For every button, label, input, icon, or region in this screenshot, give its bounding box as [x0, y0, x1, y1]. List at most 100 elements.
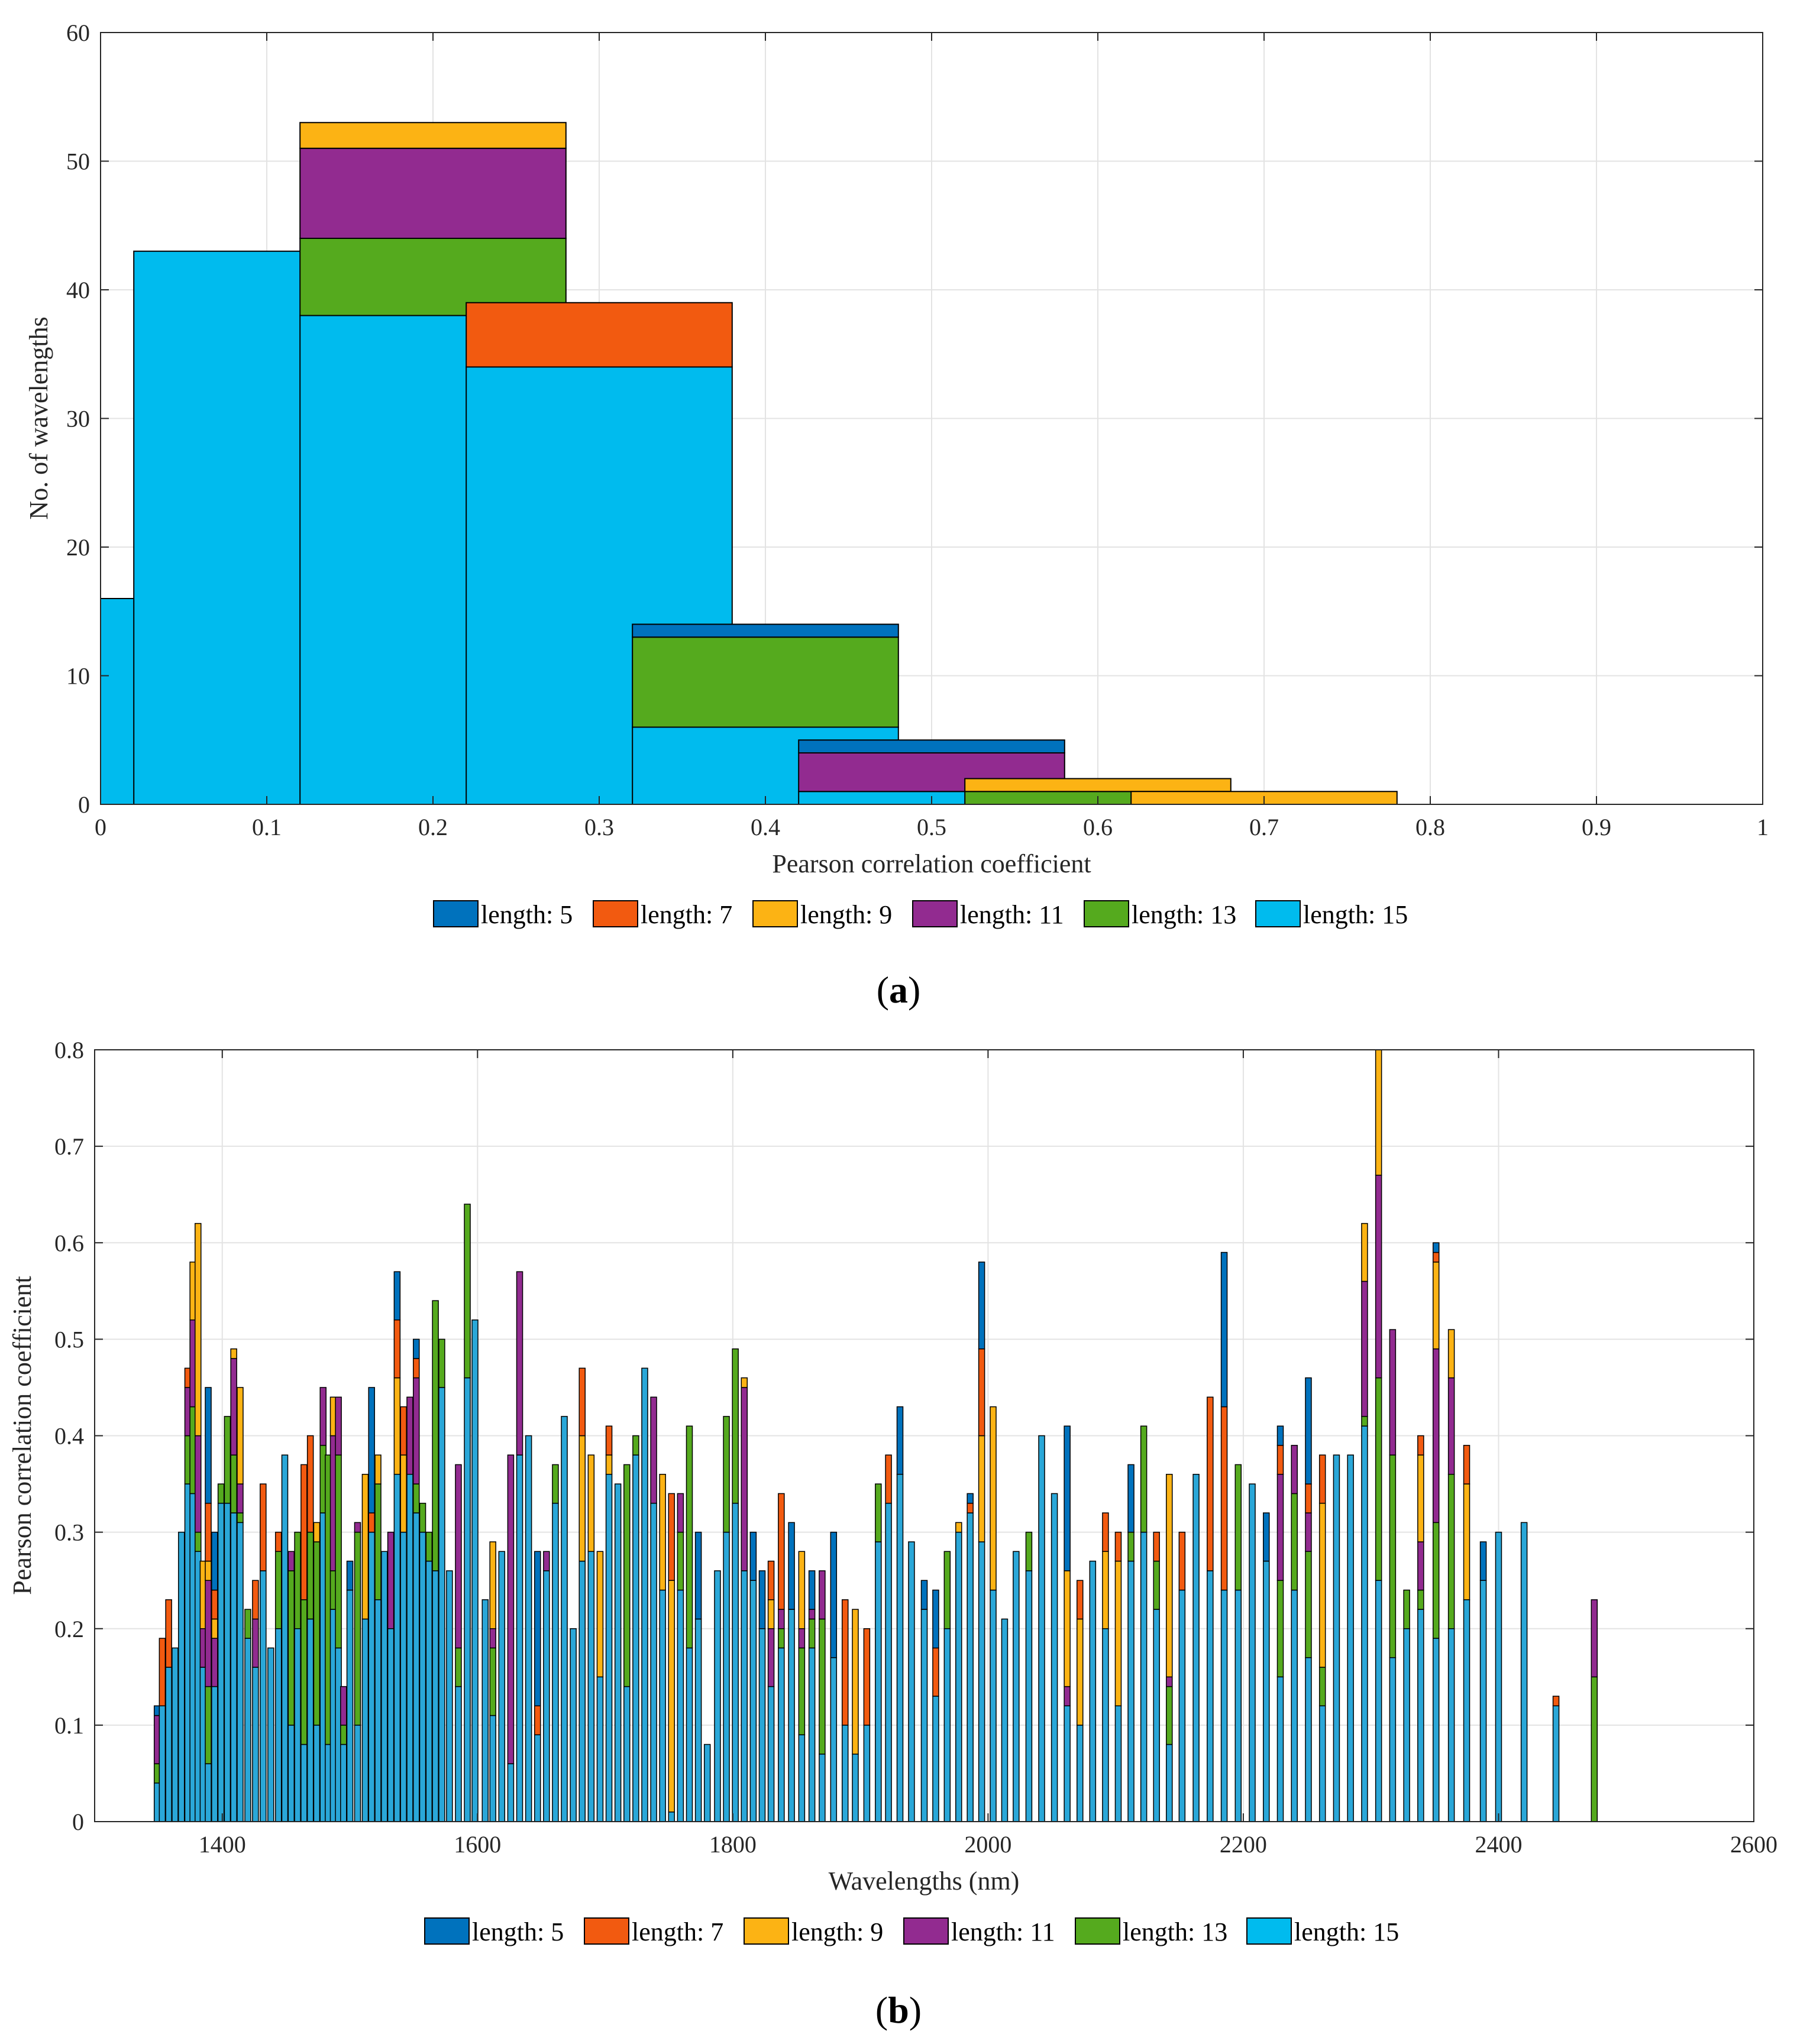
panel-b-bar-length-15 — [955, 1531, 962, 1822]
panel-b-bar-length-9 — [1463, 1483, 1470, 1600]
legend-label-length-9: length: 9 — [791, 1917, 883, 1946]
panel-b-bar-length-15 — [516, 1454, 523, 1822]
panel-b-bar-length-13 — [686, 1425, 693, 1649]
panel-a-bar-length-7 — [466, 302, 733, 368]
panel-b-bar-length-15 — [165, 1667, 172, 1822]
legend-swatch-length-5 — [424, 1917, 470, 1945]
panel-b-bar-length-5 — [830, 1531, 838, 1658]
panel-b-bar-length-15 — [798, 1734, 806, 1822]
panel-b-bar-length-7 — [1114, 1531, 1122, 1562]
panel-a-ticks: 0 0.1 0.2 0.3 0.4 0.5 0.6 0.7 0.8 0.9 101020304050… — [66, 20, 1769, 840]
panel-b-bar-length-15 — [1001, 1618, 1009, 1822]
panel-b-bar-length-13 — [300, 1599, 308, 1745]
panel-b-bar-length-7 — [767, 1560, 775, 1600]
panel-b-bar-length-15 — [1102, 1628, 1109, 1822]
panel-b-bar-length-13 — [623, 1464, 631, 1687]
panel-a-xtick-label: 0.4 — [751, 814, 780, 840]
legend-swatch-length-13 — [1075, 1917, 1120, 1945]
legend-swatch-length-15 — [1255, 900, 1301, 927]
panel-b-bar-length-15 — [863, 1725, 871, 1822]
panel-b-bar-length-15 — [830, 1657, 838, 1822]
legend-swatch-length-11 — [903, 1917, 949, 1945]
panel-b-bar-length-5 — [1305, 1377, 1312, 1485]
panel-b-bar-length-11 — [319, 1387, 327, 1446]
panel-b-bar-length-5 — [1127, 1464, 1135, 1533]
panel-b-bar-length-13 — [1417, 1589, 1424, 1610]
panel-b-bar-length-15 — [990, 1589, 997, 1822]
panel-b-bar-length-15 — [361, 1618, 369, 1822]
panel-b-bar-length-13 — [425, 1531, 433, 1562]
panel-b-bar-length-9 — [1375, 1049, 1382, 1176]
panel-b-bar-length-15 — [641, 1367, 648, 1822]
panel-b-bar-length-15 — [294, 1628, 301, 1822]
panel-b-bar-length-9 — [361, 1474, 369, 1620]
panel-b-bar-length-7 — [306, 1435, 314, 1533]
panel-a-ytick-label: 10 — [66, 663, 90, 690]
panel-b-bar-length-11 — [1291, 1445, 1298, 1495]
panel-b-bar-length-15 — [578, 1560, 586, 1822]
panel-b-xtick-label: 1400 — [199, 1831, 246, 1858]
panel-b-bar-length-7 — [1318, 1454, 1326, 1504]
panel-b-bar-length-15 — [875, 1541, 882, 1822]
panel-b-bar-length-15 — [471, 1319, 479, 1822]
panel-b-bar-length-7 — [252, 1580, 259, 1620]
panel-a-chart: 0 0.1 0.2 0.3 0.4 0.5 0.6 0.7 0.8 0.9 101020304050… — [24, 20, 1769, 1011]
panel-b-bar-length-5 — [1220, 1251, 1228, 1408]
panel-b-bar-length-9 — [578, 1435, 586, 1562]
panel-a-bar-length-13 — [632, 636, 899, 728]
panel-b-bar-length-5 — [694, 1531, 702, 1620]
panel-b-bar-length-9 — [668, 1580, 676, 1813]
panel-b-bar-length-13 — [195, 1531, 202, 1552]
panel-b-bar-length-5 — [393, 1271, 401, 1321]
panel-a-ytick-label: 50 — [66, 148, 90, 175]
panel-b-bar-length-13 — [374, 1483, 382, 1600]
panel-b-bar-length-7 — [778, 1493, 785, 1610]
panel-b-bar-length-15 — [525, 1435, 532, 1822]
panel-b-bar-length-15 — [885, 1502, 892, 1822]
legend-label-length-7: length: 7 — [641, 900, 732, 929]
legend-swatch-length-15 — [1246, 1917, 1292, 1945]
panel-b-bar-length-11 — [252, 1618, 259, 1668]
panel-b-bar-length-9 — [1447, 1329, 1455, 1379]
panel-b-bar-length-15 — [300, 1744, 308, 1822]
panel-a-bar-length-9 — [299, 122, 567, 149]
legend-label-length-5: length: 5 — [472, 1917, 564, 1946]
panel-b-bar-length-15 — [252, 1667, 259, 1822]
panel-b-bar-length-5 — [967, 1493, 974, 1504]
panel-b-bar-length-15 — [552, 1502, 559, 1822]
panel-b-bar-length-15 — [978, 1541, 985, 1822]
panel-b-bar-length-15 — [1432, 1638, 1440, 1822]
panel-b-bar-length-15 — [1403, 1628, 1410, 1822]
panel-b-bar-length-9 — [211, 1618, 218, 1639]
panel-b-bar-length-11 — [1166, 1676, 1173, 1687]
panel-b-bar-length-15 — [1276, 1676, 1284, 1822]
panel-b-bar-length-15 — [570, 1628, 577, 1822]
panel-a-caption-letter: a — [889, 969, 908, 1011]
panel-b-bar-length-13 — [1447, 1474, 1455, 1629]
panel-b-bar-length-15 — [498, 1551, 506, 1822]
panel-b-xtick-label: 2600 — [1730, 1831, 1777, 1858]
panel-b-bar-length-9 — [374, 1454, 382, 1485]
panel-b-bar-length-15 — [1192, 1474, 1200, 1822]
legend-label-length-15: length: 15 — [1303, 900, 1408, 929]
panel-b-bar-length-13 — [943, 1551, 951, 1629]
panel-b-bar-length-15 — [489, 1715, 496, 1822]
panel-b-bar-length-13 — [778, 1628, 785, 1649]
panel-b-bar-length-7 — [1178, 1531, 1186, 1591]
panel-b-bar-length-15 — [159, 1705, 166, 1822]
panel-b-bar-length-9 — [596, 1551, 604, 1678]
panel-b-bar-length-5 — [211, 1531, 218, 1591]
panel-b-bar-length-15 — [1361, 1425, 1368, 1822]
panel-b-bar-length-5 — [368, 1387, 375, 1513]
panel-b-xtick-label: 1800 — [709, 1831, 757, 1858]
panel-b-bar-length-5 — [788, 1522, 795, 1610]
panel-b-bar-length-13 — [677, 1531, 684, 1591]
legend-swatch-length-7 — [584, 1917, 629, 1945]
legend-swatch-length-13 — [1084, 900, 1129, 927]
panel-b-bar-length-15 — [287, 1725, 295, 1822]
panel-b-bar-length-15 — [534, 1734, 541, 1822]
panel-b-bar-length-7 — [412, 1358, 420, 1379]
panel-a-bar-length-5 — [632, 623, 899, 638]
panel-b-bar-length-15 — [1417, 1609, 1424, 1822]
panel-b-ytick-label: 0.2 — [54, 1616, 84, 1642]
